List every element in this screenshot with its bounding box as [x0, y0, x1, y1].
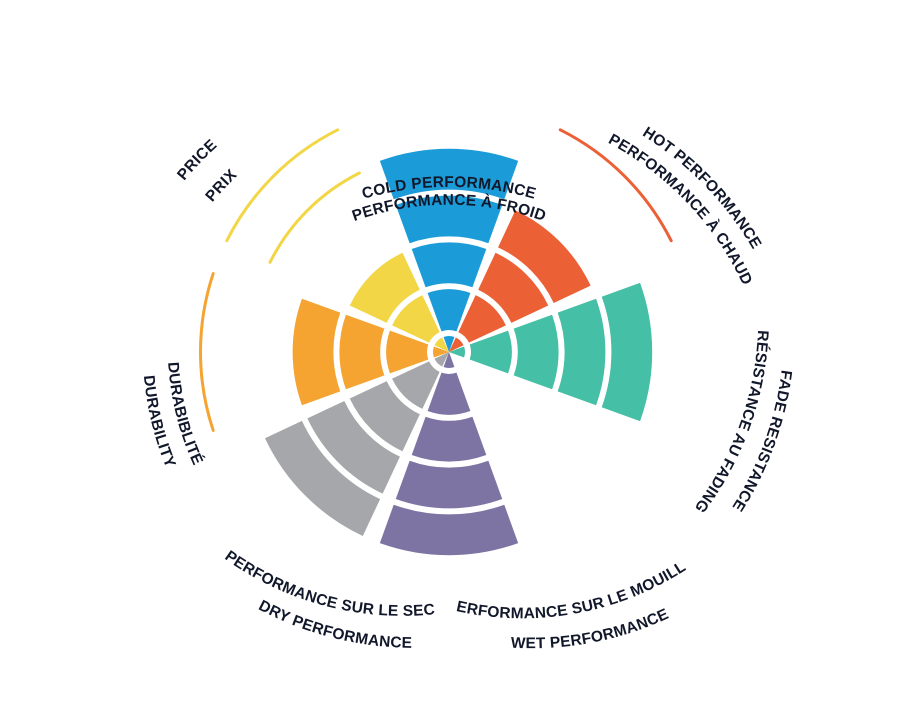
sector-fade-resistance[interactable]	[449, 282, 653, 422]
label-fade-resistance-fr: RÉSISTANCE AU FADING	[691, 330, 771, 516]
sector-band-price-3	[349, 252, 420, 323]
sector-band-fade-resistance-5	[601, 282, 653, 422]
sector-band-cold-performance-5	[379, 148, 519, 200]
sector-band-hot-performance-1	[449, 337, 464, 352]
sector-band-wet-performance-2	[427, 372, 471, 415]
sector-band-dry-performance-5	[264, 420, 381, 537]
sector-band-durability-1	[433, 346, 449, 358]
sector-dry-performance[interactable]	[264, 352, 449, 537]
sector-durability[interactable]	[199, 272, 450, 432]
sector-band-dry-performance-1	[434, 352, 449, 367]
sector-band-dry-performance-3	[349, 381, 420, 452]
sector-band-price-1	[434, 337, 449, 352]
sector-band-cold-performance-3	[411, 242, 487, 288]
sector-band-dry-performance-2	[392, 361, 440, 409]
sector-band-dry-performance-4	[307, 401, 400, 494]
sector-hot-performance[interactable]	[449, 128, 673, 352]
sector-outline-price-level4	[268, 171, 361, 264]
sector-band-durability-2	[386, 330, 429, 374]
sector-band-wet-performance-1	[443, 352, 455, 368]
label-price-fr: PRIX	[202, 166, 240, 205]
sector-outline-durability-max	[199, 272, 215, 432]
sector-band-fade-resistance-3	[513, 314, 559, 390]
sector-band-price-2	[392, 295, 440, 343]
sector-band-cold-performance-2	[427, 289, 471, 332]
sector-band-cold-performance-4	[395, 195, 503, 244]
sector-band-durability-3	[339, 314, 385, 390]
sector-band-hot-performance-4	[498, 210, 591, 303]
label-hot-performance-en: HOT PERFORMANCE	[640, 124, 765, 252]
sector-band-wet-performance-5	[379, 504, 519, 556]
sector-outline-price-max	[225, 128, 340, 243]
label-price-en: PRICE	[174, 136, 220, 183]
sector-price[interactable]	[225, 128, 449, 352]
sector-band-fade-resistance-2	[469, 330, 512, 374]
sector-band-durability-4	[292, 298, 341, 406]
label-dry-performance-fr: PERFORMANCE SUR LE SEC	[222, 548, 436, 620]
sector-band-fade-resistance-1	[449, 346, 466, 358]
sector-band-fade-resistance-4	[557, 298, 606, 406]
sector-band-hot-performance-3	[478, 252, 549, 323]
sector-band-wet-performance-4	[395, 460, 503, 509]
sector-band-cold-performance-1	[443, 336, 455, 352]
sector-outline-hot-performance-max	[558, 128, 673, 243]
sector-band-hot-performance-2	[458, 295, 506, 343]
sector-band-wet-performance-3	[411, 416, 487, 462]
sector-cold-performance[interactable]	[379, 148, 519, 352]
sectors-layer	[199, 128, 673, 556]
sector-wet-performance[interactable]	[379, 352, 519, 556]
